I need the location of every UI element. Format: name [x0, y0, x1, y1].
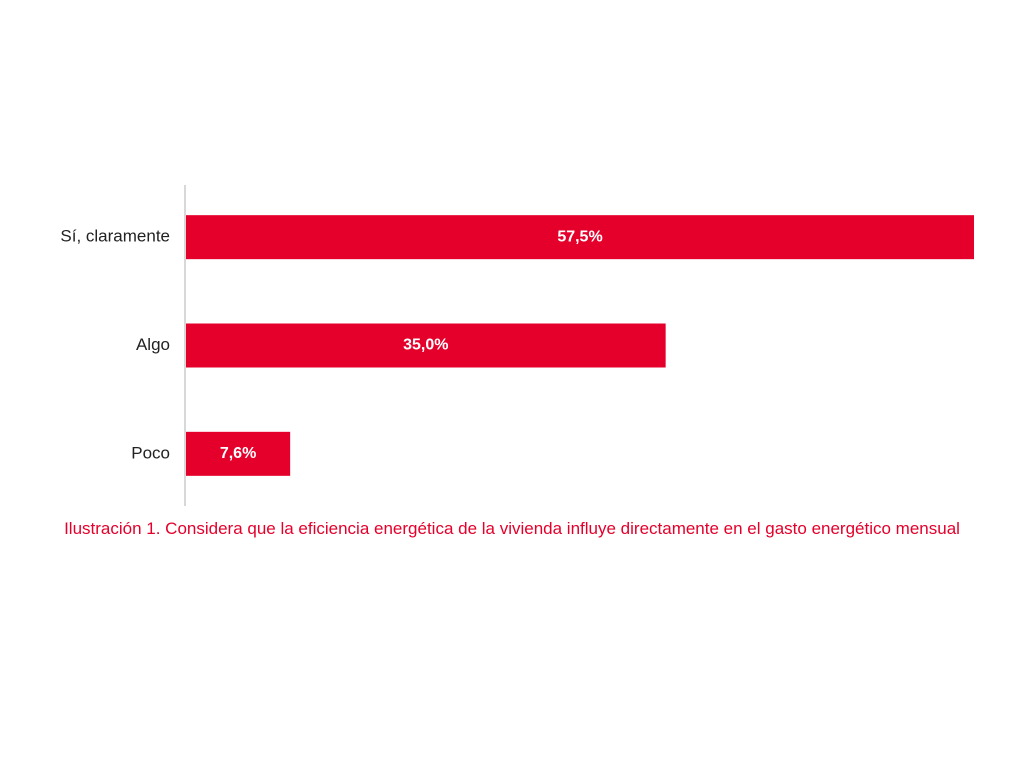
chart-caption: Ilustración 1. Considera que la eficienc…: [64, 519, 960, 538]
value-label: 7,6%: [220, 445, 256, 462]
category-label: Sí, claramente: [60, 227, 170, 246]
value-label: 57,5%: [557, 228, 602, 245]
bar: [186, 431, 291, 476]
category-label: Poco: [131, 443, 170, 462]
category-label: Algo: [136, 335, 170, 354]
bar: [186, 215, 974, 260]
value-label: 35,0%: [403, 337, 448, 354]
bar: [186, 323, 666, 368]
